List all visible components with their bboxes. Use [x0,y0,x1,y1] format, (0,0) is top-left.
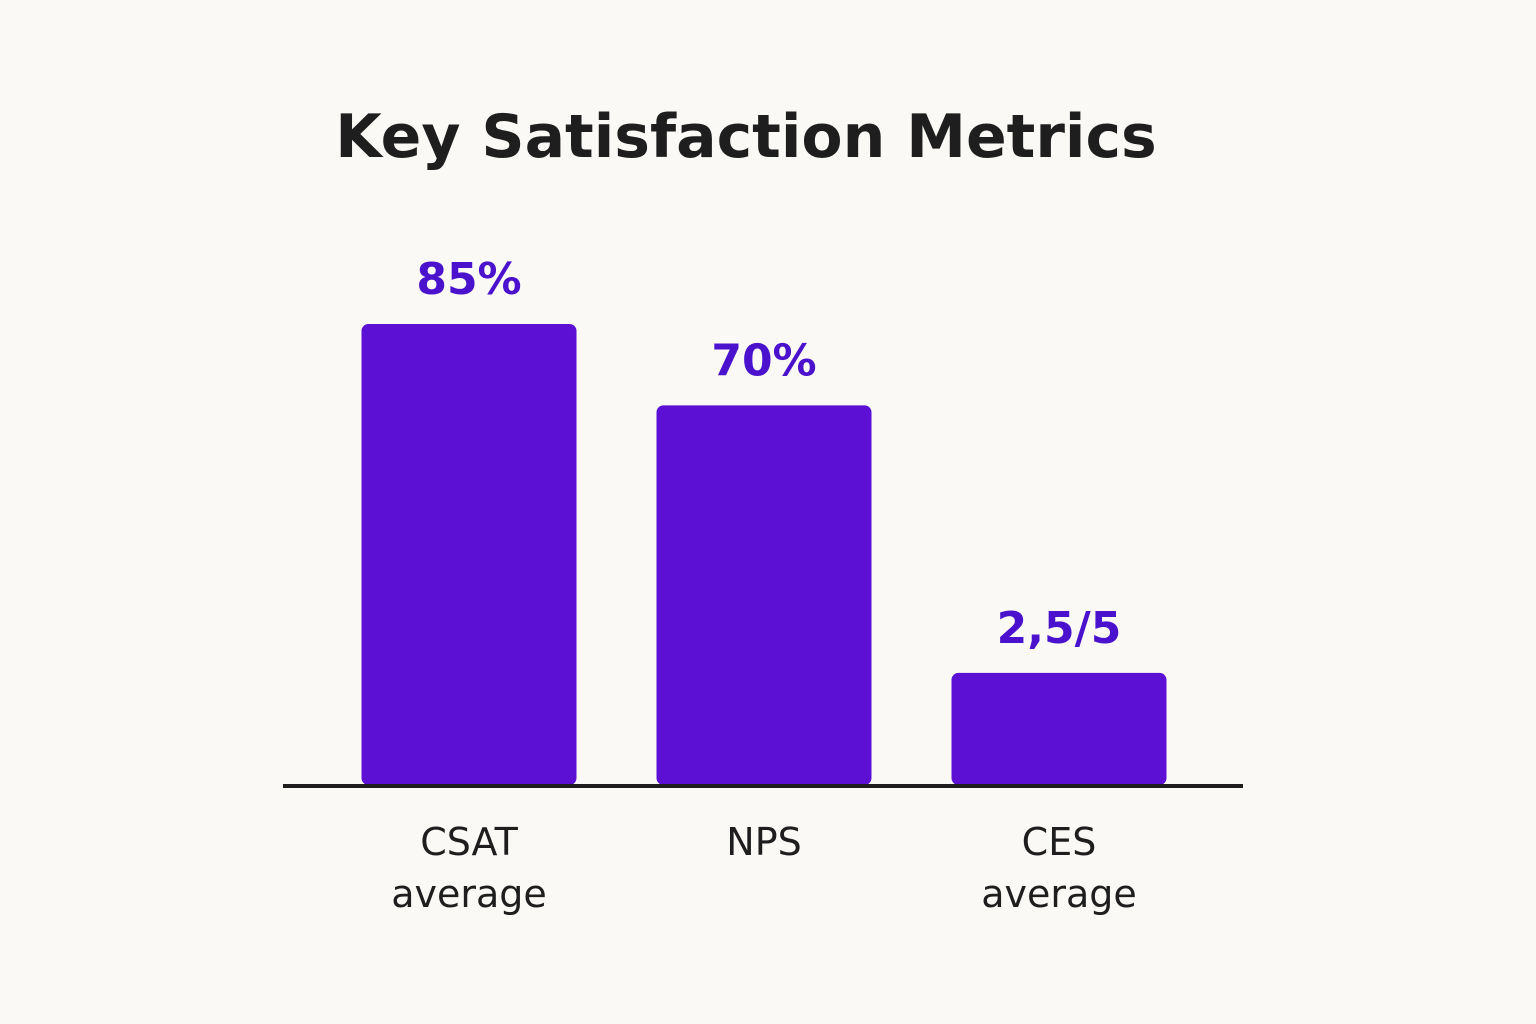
category-label-0-line-1: average [391,872,547,916]
value-label-1: 70% [711,335,816,386]
category-label-1-line-0: NPS [726,820,801,864]
value-label-0: 85% [416,254,521,305]
chart-title: Key Satisfaction Metrics [335,102,1157,172]
value-label-2: 2,5/5 [997,603,1122,654]
bar-2 [951,672,1167,785]
category-label-0-line-0: CSAT [420,820,518,864]
bar-0 [361,324,577,785]
category-label-2-line-1: average [981,872,1137,916]
bars-group: 85% CSAT average 70% NPS 2,5/5 CES average [361,254,1167,916]
bar-1 [656,405,872,785]
category-label-2-line-0: CES [1022,820,1097,864]
